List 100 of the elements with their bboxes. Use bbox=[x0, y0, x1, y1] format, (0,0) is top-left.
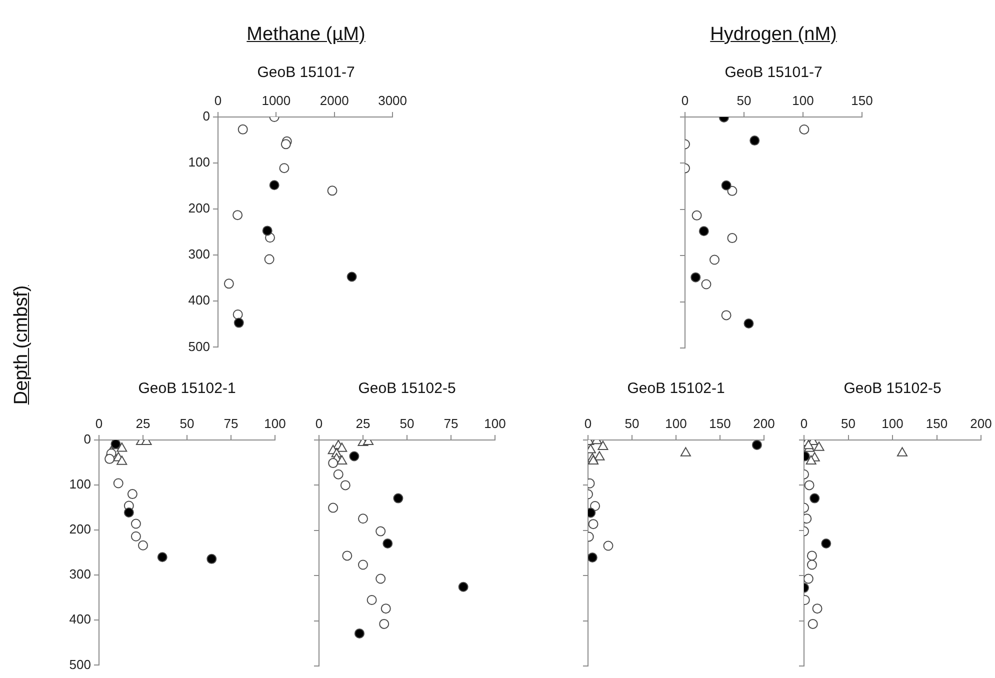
point bbox=[346, 272, 357, 282]
point bbox=[814, 442, 824, 451]
point bbox=[342, 550, 352, 561]
x-tick-label: 100 bbox=[264, 416, 286, 431]
point bbox=[806, 550, 817, 561]
y-tick-label: 200 bbox=[69, 522, 91, 537]
point bbox=[680, 447, 691, 456]
y-tick-label: 500 bbox=[188, 338, 210, 354]
point bbox=[806, 455, 816, 464]
x-tick-label: 0 bbox=[800, 416, 808, 431]
x-tick-label: 50 bbox=[841, 416, 856, 431]
point bbox=[896, 447, 908, 456]
point bbox=[382, 538, 393, 549]
point bbox=[130, 518, 141, 529]
point bbox=[721, 180, 732, 190]
y-tick-label: 400 bbox=[69, 612, 91, 627]
point bbox=[380, 604, 391, 614]
y-axis-title: Depth (cmbsf) bbox=[11, 285, 33, 405]
point bbox=[333, 469, 344, 480]
point bbox=[588, 508, 596, 518]
point bbox=[113, 478, 124, 488]
point bbox=[744, 318, 754, 329]
point bbox=[393, 493, 404, 504]
point bbox=[690, 272, 701, 282]
x-tick-label: 0 bbox=[214, 92, 222, 108]
point bbox=[232, 210, 243, 220]
point bbox=[232, 310, 243, 320]
x-tick-label: 150 bbox=[709, 416, 731, 431]
y-tick-label: 100 bbox=[69, 476, 91, 492]
x-tick-label: 2000 bbox=[320, 92, 349, 108]
x-tick-label: 0 bbox=[95, 416, 103, 431]
y-tick-label: 300 bbox=[188, 246, 210, 262]
point bbox=[354, 628, 364, 638]
chart-subtitle: GeoB 15101-7 bbox=[257, 64, 355, 81]
chart-subtitle: GeoB 15102-1 bbox=[138, 380, 236, 397]
point bbox=[752, 440, 762, 450]
point bbox=[264, 254, 274, 264]
point bbox=[124, 508, 134, 518]
point bbox=[127, 489, 138, 500]
point bbox=[116, 456, 128, 465]
point bbox=[116, 442, 128, 452]
chart-subtitle: GeoB 15102-5 bbox=[358, 380, 456, 397]
x-tick-label: 0 bbox=[315, 416, 323, 431]
point bbox=[157, 552, 168, 562]
point bbox=[206, 554, 217, 564]
y-tick-label: 400 bbox=[188, 292, 210, 308]
point bbox=[804, 480, 814, 490]
x-tick-label: 25 bbox=[136, 416, 150, 431]
x-tick-label: 200 bbox=[970, 416, 992, 431]
point bbox=[279, 163, 290, 174]
point bbox=[804, 574, 814, 584]
point bbox=[379, 618, 390, 629]
point bbox=[376, 526, 386, 536]
x-tick-label: 25 bbox=[356, 416, 370, 431]
point bbox=[327, 186, 338, 196]
y-tick-label: 100 bbox=[188, 154, 210, 170]
point bbox=[262, 226, 272, 236]
point bbox=[336, 455, 348, 464]
x-tick-label: 150 bbox=[851, 92, 873, 108]
point bbox=[710, 254, 720, 265]
point bbox=[806, 560, 817, 570]
point bbox=[598, 440, 608, 450]
point bbox=[234, 318, 244, 328]
point bbox=[721, 310, 732, 320]
y-tick-label: 500 bbox=[69, 656, 91, 672]
x-tick-label: 50 bbox=[736, 92, 752, 108]
point bbox=[349, 451, 360, 462]
chart-subtitle: GeoB 15101-7 bbox=[724, 64, 822, 81]
chart-title: Methane (µM) bbox=[246, 24, 366, 46]
x-tick-label: 50 bbox=[180, 416, 194, 431]
point bbox=[280, 139, 291, 150]
point bbox=[701, 279, 712, 290]
x-tick-label: 200 bbox=[753, 416, 775, 431]
point bbox=[808, 618, 818, 629]
point bbox=[594, 451, 605, 460]
point bbox=[727, 233, 738, 244]
y-tick-label: 0 bbox=[202, 108, 210, 124]
y-tick-label: 200 bbox=[188, 200, 210, 216]
point bbox=[328, 458, 338, 468]
x-tick-label: 0 bbox=[681, 92, 689, 108]
chart-subtitle: GeoB 15102-5 bbox=[844, 380, 942, 397]
x-tick-label: 100 bbox=[792, 92, 814, 108]
x-tick-label: 75 bbox=[224, 416, 238, 431]
point bbox=[269, 180, 280, 190]
point bbox=[376, 574, 386, 584]
x-tick-label: 75 bbox=[444, 416, 458, 431]
x-tick-label: 1000 bbox=[262, 92, 291, 108]
y-tick-label: 0 bbox=[84, 432, 91, 447]
point bbox=[727, 186, 738, 196]
point bbox=[750, 136, 760, 146]
point bbox=[588, 455, 599, 464]
point bbox=[366, 595, 377, 606]
x-tick-label: 100 bbox=[665, 416, 687, 431]
x-tick-label: 3000 bbox=[378, 92, 407, 108]
x-tick-label: 100 bbox=[484, 416, 506, 431]
point bbox=[804, 514, 812, 524]
point bbox=[458, 582, 468, 592]
point bbox=[804, 440, 814, 450]
x-tick-label: 100 bbox=[882, 416, 904, 431]
x-tick-label: 50 bbox=[400, 416, 414, 431]
